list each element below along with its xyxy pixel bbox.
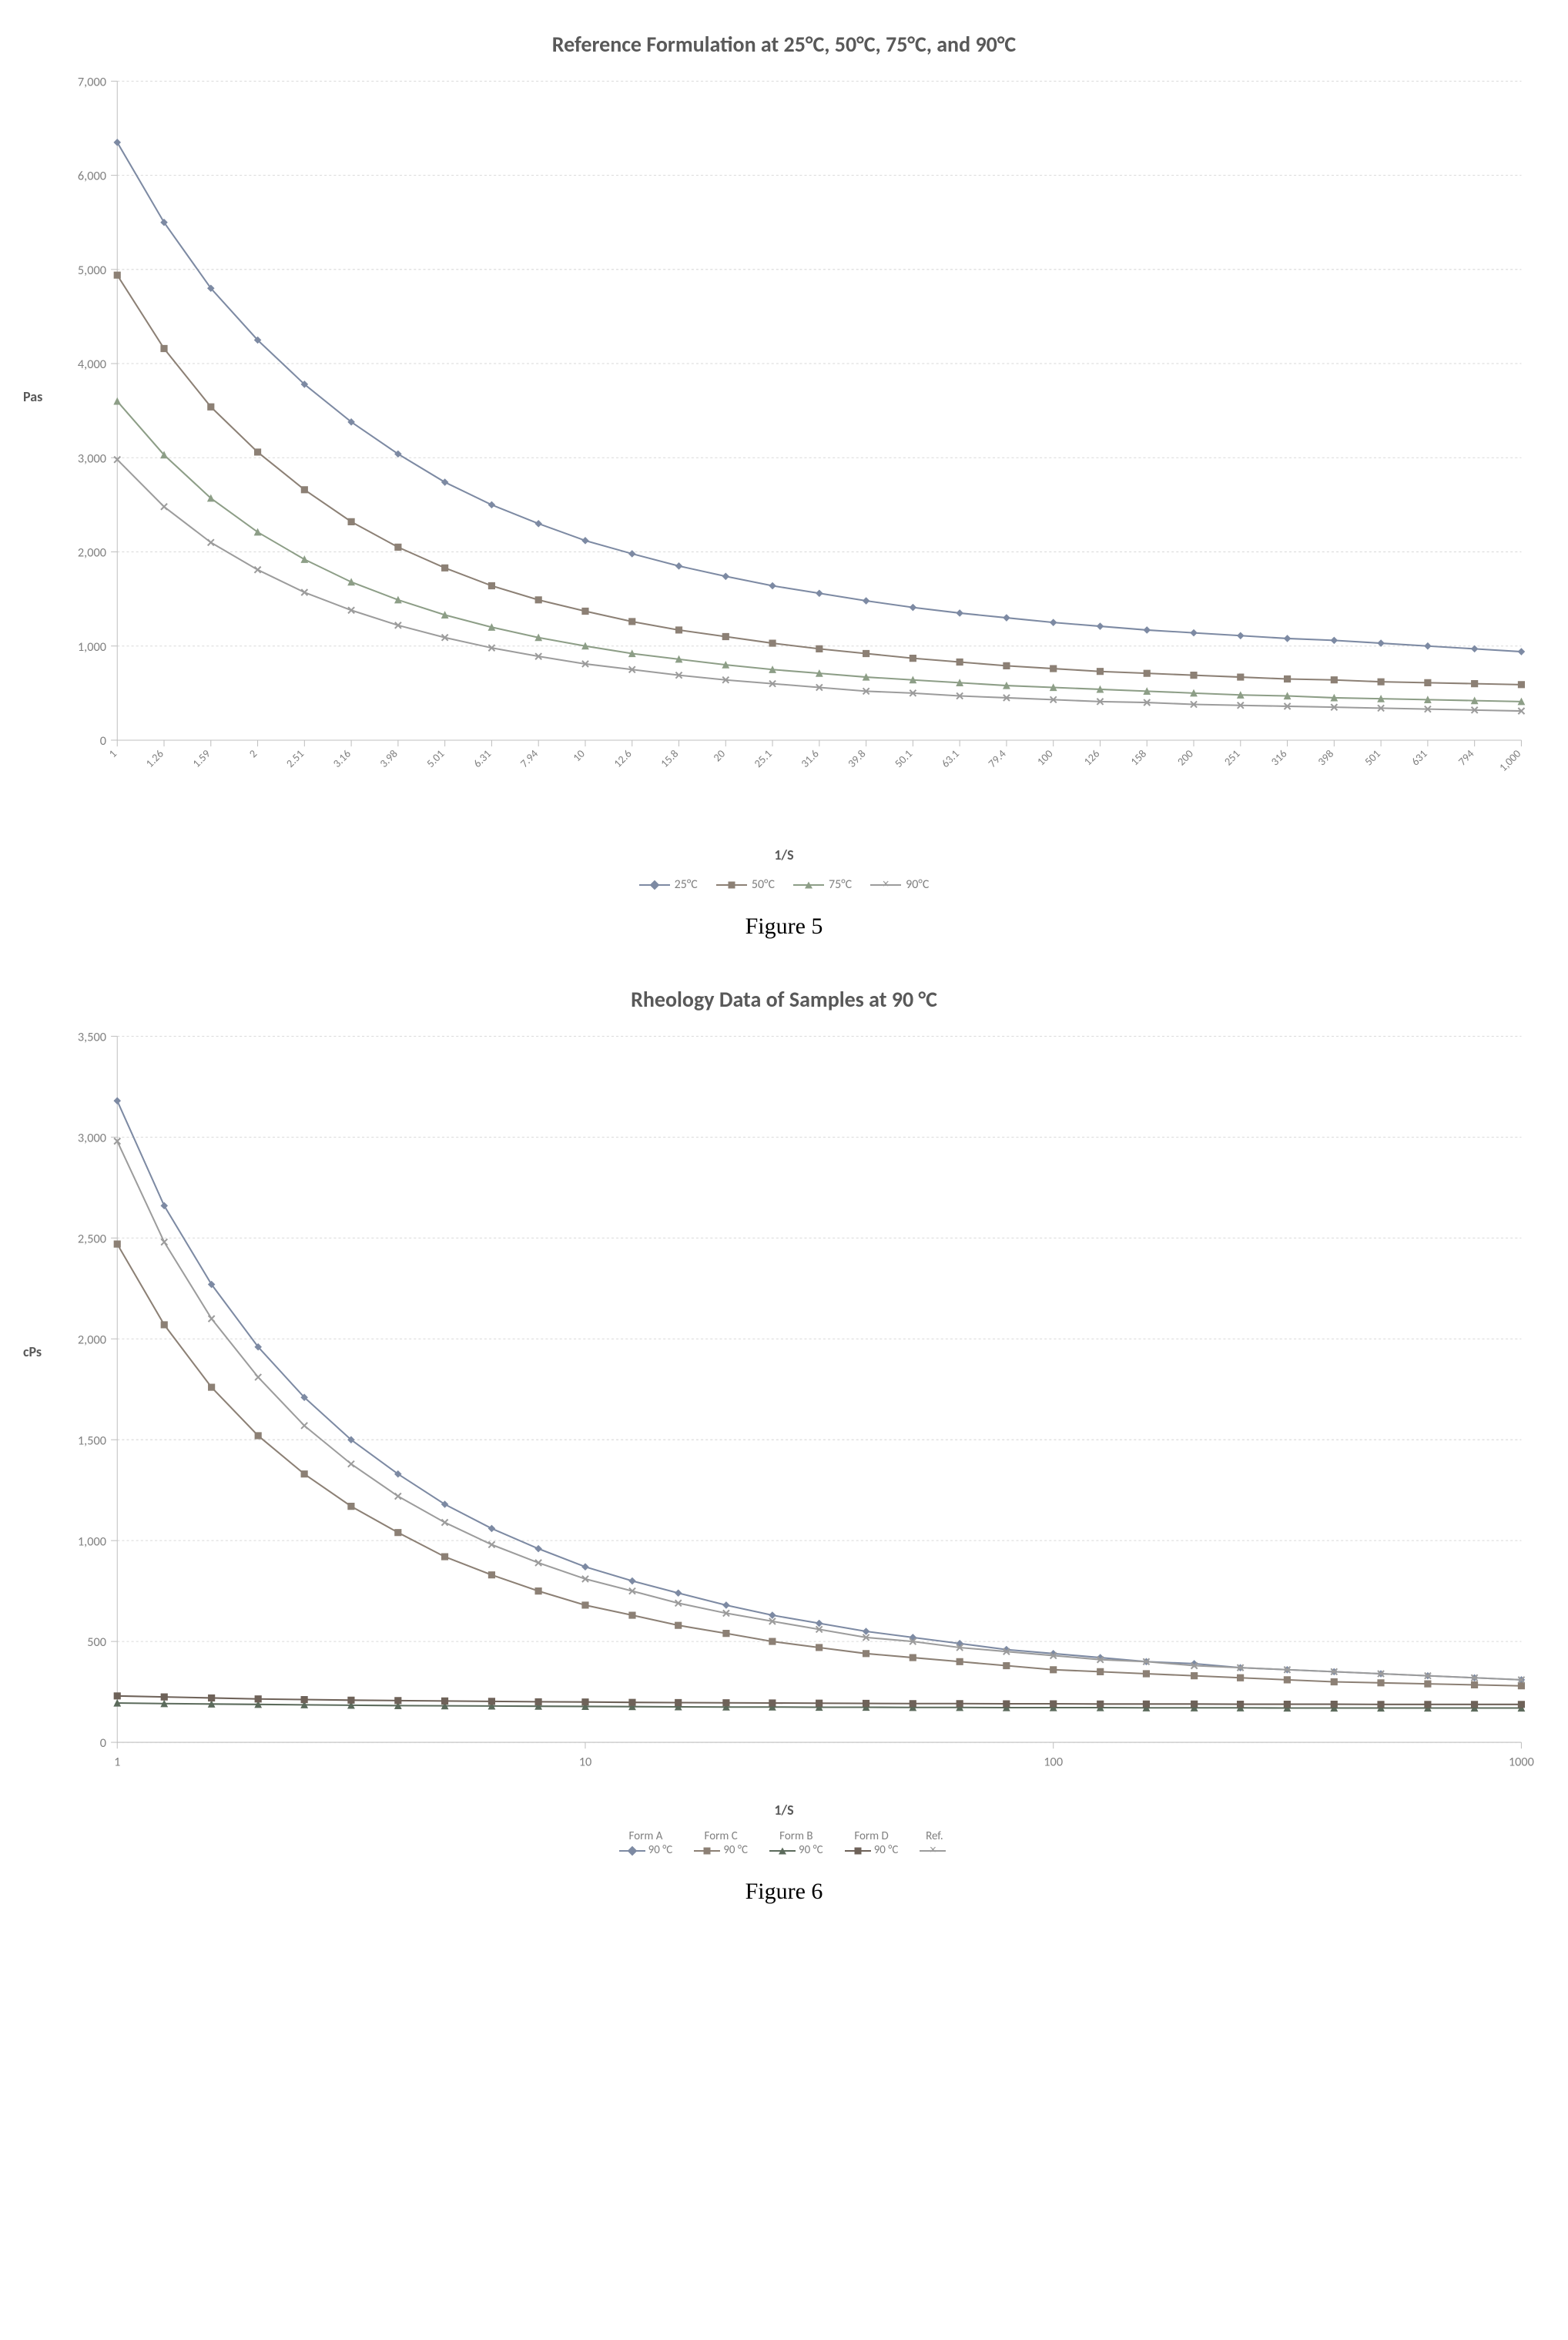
- svg-text:79.4: 79.4: [985, 746, 1009, 770]
- legend-top-label: Form B: [759, 1829, 834, 1843]
- chart-area: cPs 0 500 1,000 1,500 2,000 2,500 3,000 3,500 1 1…: [23, 1021, 1545, 1789]
- svg-text:3,000: 3,000: [78, 451, 106, 466]
- x-axis-label: 1/S: [23, 1802, 1545, 1819]
- svg-text:2,500: 2,500: [78, 1232, 106, 1247]
- svg-text:1,500: 1,500: [78, 1433, 106, 1448]
- svg-text:100: 100: [1034, 746, 1055, 768]
- svg-text:0: 0: [100, 733, 106, 749]
- svg-text:3.16: 3.16: [330, 746, 353, 770]
- svg-text:5.01: 5.01: [424, 746, 447, 770]
- svg-text:2,000: 2,000: [78, 1333, 106, 1348]
- svg-text:50.1: 50.1: [892, 746, 916, 770]
- legend-bottom-label: ✕: [909, 1843, 960, 1857]
- legend-item: 75°C: [793, 877, 852, 892]
- legend-item: ✕90°C: [870, 877, 929, 892]
- x-axis-label: 1/S: [23, 846, 1545, 863]
- legend: Form AForm CForm BForm DRef.90 °C90 °C90…: [23, 1829, 1545, 1857]
- svg-text:631: 631: [1409, 746, 1430, 768]
- legend-top-label: Form D: [834, 1829, 910, 1843]
- svg-text:12.6: 12.6: [611, 746, 635, 770]
- legend-bottom-label: 90 °C: [608, 1843, 684, 1857]
- svg-text:5,000: 5,000: [78, 263, 106, 278]
- legend: 25°C 50°C 75°C ✕90°C: [23, 877, 1545, 892]
- svg-text:1.59: 1.59: [189, 746, 213, 770]
- figure-caption: Figure 5: [23, 914, 1545, 940]
- y-axis-label: Pas: [23, 388, 42, 405]
- svg-text:2: 2: [246, 746, 260, 760]
- svg-text:4,000: 4,000: [78, 357, 106, 372]
- svg-text:10: 10: [570, 746, 588, 764]
- svg-text:1.26: 1.26: [142, 746, 166, 770]
- legend-label: 75°C: [829, 877, 852, 892]
- chart-title: Rheology Data of Samples at 90 °C: [23, 986, 1545, 1013]
- legend-bottom-label: 90 °C: [683, 1843, 759, 1857]
- svg-text:6,000: 6,000: [78, 169, 106, 184]
- svg-text:158: 158: [1127, 746, 1149, 768]
- svg-text:31.6: 31.6: [798, 746, 822, 770]
- svg-text:1: 1: [106, 746, 119, 760]
- figure-caption: Figure 6: [23, 1879, 1545, 1905]
- svg-text:63.1: 63.1: [938, 746, 962, 770]
- legend-bottom-label: 90 °C: [834, 1843, 910, 1857]
- legend-item: 50°C: [716, 877, 775, 892]
- figure-5: Reference Formulation at 25°C, 50°C, 75°…: [23, 31, 1545, 940]
- svg-text:501: 501: [1362, 746, 1383, 768]
- svg-text:316: 316: [1268, 746, 1289, 768]
- svg-text:794: 794: [1455, 746, 1476, 768]
- svg-text:7,000: 7,000: [78, 74, 106, 89]
- chart-title: Reference Formulation at 25°C, 50°C, 75°…: [23, 31, 1545, 58]
- svg-text:200: 200: [1174, 746, 1196, 768]
- svg-text:3,000: 3,000: [78, 1131, 106, 1146]
- svg-text:6.31: 6.31: [471, 746, 494, 770]
- y-axis-label: cPs: [23, 1343, 42, 1360]
- svg-text:126: 126: [1081, 746, 1102, 768]
- legend-label: 25°C: [675, 877, 698, 892]
- svg-text:1,000: 1,000: [78, 1534, 106, 1549]
- svg-text:1,000: 1,000: [1496, 746, 1524, 774]
- svg-text:7.94: 7.94: [517, 746, 541, 770]
- legend-bottom-label: 90 °C: [759, 1843, 834, 1857]
- svg-text:398: 398: [1315, 746, 1336, 768]
- svg-text:100: 100: [1044, 1755, 1063, 1770]
- chart-area: Pas 0 1,000 2,000 3,000 4,000 5,000 6,000 7,000…: [23, 65, 1545, 834]
- chart-svg: 0 500 1,000 1,500 2,000 2,500 3,000 3,500 1 10 100…: [23, 1021, 1545, 1789]
- chart-svg: 0 1,000 2,000 3,000 4,000 5,000 6,000 7,000 1 1.2…: [23, 65, 1545, 834]
- legend-top-label: Form A: [608, 1829, 684, 1843]
- legend-label: 90°C: [906, 877, 929, 892]
- legend-label: 50°C: [752, 877, 775, 892]
- svg-text:2.51: 2.51: [283, 746, 307, 770]
- svg-text:2,000: 2,000: [78, 545, 106, 561]
- svg-text:251: 251: [1221, 746, 1243, 768]
- legend-top-label: Form C: [683, 1829, 759, 1843]
- svg-text:20: 20: [710, 746, 728, 764]
- svg-text:15.8: 15.8: [658, 746, 682, 770]
- svg-text:3,500: 3,500: [78, 1030, 106, 1045]
- legend-item: 25°C: [639, 877, 698, 892]
- legend-top-label: Ref.: [909, 1829, 960, 1843]
- svg-text:10: 10: [579, 1755, 592, 1770]
- svg-text:1000: 1000: [1509, 1755, 1534, 1770]
- figure-6: Rheology Data of Samples at 90 °C cPs 0 5…: [23, 986, 1545, 1905]
- svg-text:25.1: 25.1: [751, 746, 775, 770]
- svg-text:500: 500: [87, 1634, 106, 1650]
- svg-text:39.8: 39.8: [845, 746, 869, 770]
- svg-text:1,000: 1,000: [78, 639, 106, 655]
- svg-text:1: 1: [114, 1755, 120, 1770]
- svg-text:3.98: 3.98: [377, 746, 400, 770]
- svg-text:0: 0: [100, 1735, 106, 1751]
